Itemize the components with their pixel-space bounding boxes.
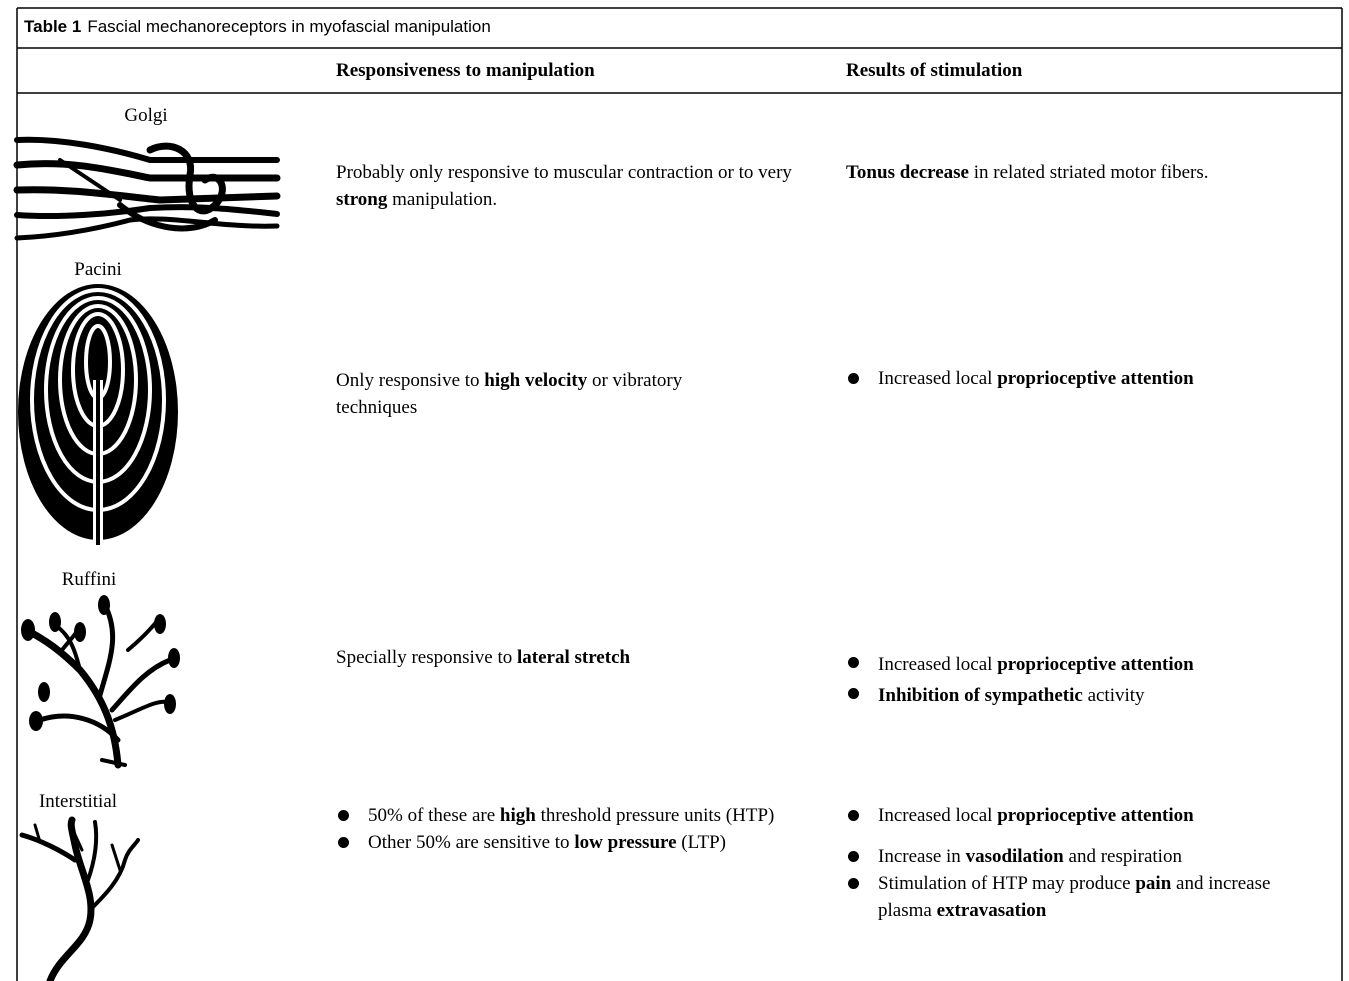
bold-text: proprioceptive attention <box>997 654 1194 675</box>
bold-text: Inhibition of sympathetic <box>878 685 1083 706</box>
receptor-name: Pacini <box>74 259 122 280</box>
bold-text: extravasation <box>936 900 1047 921</box>
text: 50% of these are <box>368 805 500 826</box>
text: Increased local <box>878 368 998 389</box>
bold-text: high <box>499 805 536 826</box>
text: in related striated motor fibers. <box>969 162 1209 183</box>
bold-text: pain <box>1135 873 1172 894</box>
cell: Specially responsive to lateral stretch <box>336 644 826 671</box>
ruffini-figure <box>21 595 180 769</box>
bold-text: strong <box>336 189 388 210</box>
paragraph: Probably only responsive to muscular con… <box>336 159 826 213</box>
text: or vibratory techniques <box>336 370 683 418</box>
receptor-name: Ruffini <box>61 569 117 590</box>
cell: Probably only responsive to muscular con… <box>336 159 826 213</box>
bold-text: proprioceptive attention <box>997 805 1194 826</box>
bold-text: vasodilation <box>965 846 1064 867</box>
text: Stimulation of HTP may produce <box>878 873 1136 894</box>
text: activity <box>1082 685 1145 706</box>
paragraph: Tonus decrease in related striated motor… <box>846 159 1286 186</box>
interstitial-figure <box>19 816 140 981</box>
paragraph: Specially responsive to lateral stretch <box>336 644 826 671</box>
text: Increased local <box>878 805 998 826</box>
caption: Table 1 Fascial mechanoreceptors in myofa… <box>24 17 491 37</box>
caption-text: Fascial mechanoreceptors in myofascial m… <box>87 17 491 36</box>
text: Increased local <box>878 654 998 675</box>
bullet-item: Other 50% are sensitive to low pressure … <box>336 829 806 856</box>
bullet-item: Increase in vasodilation and respiration <box>846 843 1286 870</box>
text: Probably only responsive to muscular con… <box>336 162 792 183</box>
bold-text: lateral stretch <box>517 647 631 668</box>
cell: Increased local proprioceptive attention… <box>846 802 1286 924</box>
cell: Only responsive to high velocity or vibr… <box>336 367 766 421</box>
text: threshold pressure units (HTP) <box>535 805 775 826</box>
bold-text: Tonus decrease <box>846 162 969 183</box>
text: manipulation. <box>387 189 498 210</box>
text: and respiration <box>1063 846 1182 867</box>
column-header: Responsiveness to manipulation <box>336 60 595 81</box>
cell: Increased local proprioceptive attention… <box>846 649 1286 711</box>
receptor-name: Golgi <box>124 105 168 126</box>
cell: Tonus decrease in related striated motor… <box>846 159 1286 186</box>
text: Specially responsive to <box>336 647 517 668</box>
bold-text: high velocity <box>484 370 588 391</box>
bold-text: low pressure <box>574 832 677 853</box>
bullet-item: Inhibition of sympathetic activity <box>846 680 1286 711</box>
paragraph: Only responsive to high velocity or vibr… <box>336 367 766 421</box>
cell: Increased local proprioceptive attention <box>846 365 1286 392</box>
bold-text: proprioceptive attention <box>997 368 1194 389</box>
bullet-item: Increased local proprioceptive attention <box>846 365 1286 392</box>
text: Only responsive to <box>336 370 485 391</box>
bullet-item: 50% of these are high threshold pressure… <box>336 802 806 829</box>
column-header: Results of stimulation <box>846 60 1023 81</box>
bullet-item: Stimulation of HTP may produce pain and … <box>846 870 1286 924</box>
cell: 50% of these are high threshold pressure… <box>336 802 806 856</box>
golgi-figure <box>13 136 281 241</box>
text: (LTP) <box>676 832 726 853</box>
pacini-figure <box>18 284 178 545</box>
bullet-item: Increased local proprioceptive attention <box>846 802 1286 829</box>
text: Increase in <box>878 846 966 867</box>
receptor-name: Interstitial <box>38 791 118 812</box>
text: Other 50% are sensitive to <box>368 832 575 853</box>
caption-label: Table 1 <box>24 17 82 36</box>
text: and increase plasma <box>878 873 1271 921</box>
bullet-item: Increased local proprioceptive attention <box>846 649 1286 680</box>
